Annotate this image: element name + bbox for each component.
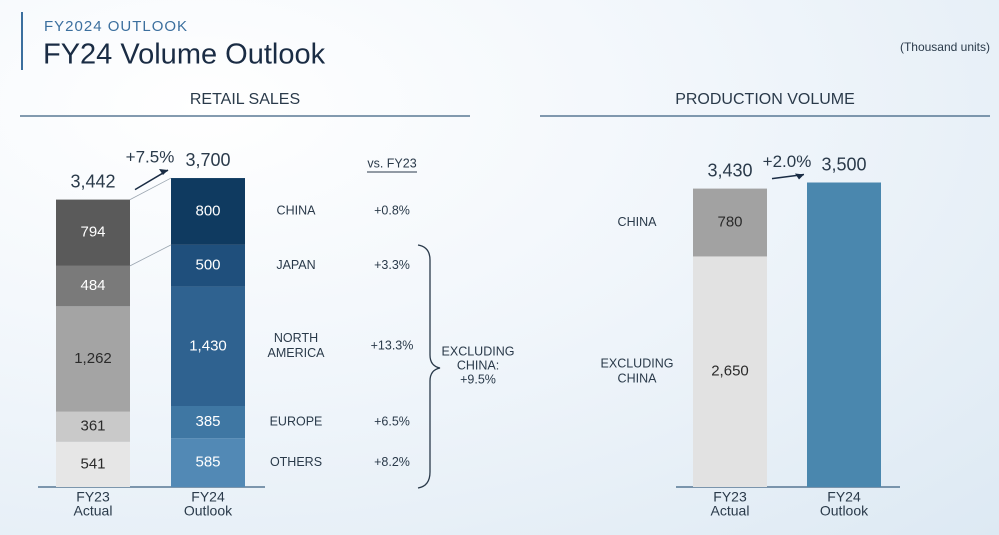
chart-title: PRODUCTION VOLUME	[675, 91, 855, 108]
x-tick-label: Actual	[74, 503, 113, 519]
bar-segment	[56, 265, 130, 307]
value-label: 541	[80, 455, 105, 472]
x-tick-label: Outlook	[184, 503, 233, 519]
value-label: 780	[717, 213, 742, 230]
bar-total	[807, 182, 881, 487]
connector	[129, 177, 172, 200]
unit-note: (Thousand units)	[900, 40, 990, 54]
x-tick-label: FY24	[827, 489, 861, 505]
change-label: +8.2%	[374, 455, 410, 469]
change-label: +13.3%	[371, 339, 414, 353]
growth-label: +2.0%	[763, 152, 812, 171]
total-label: 3,430	[707, 160, 752, 180]
bar-segment	[56, 306, 130, 412]
value-label: 585	[195, 454, 220, 471]
bracket-label: CHINA:	[457, 358, 499, 372]
kicker: FY2024 OUTLOOK	[44, 18, 188, 35]
series-name: JAPAN	[276, 258, 315, 272]
series-name: EXCLUDING	[601, 357, 674, 371]
value-label: 385	[195, 413, 220, 430]
value-label: 794	[80, 224, 105, 241]
x-tick-label: Outlook	[820, 503, 869, 519]
bar-segment	[693, 188, 767, 257]
bar-segment	[56, 441, 130, 487]
value-label: 1,262	[74, 350, 112, 367]
series-name: CHINA	[618, 372, 658, 386]
total-label: 3,442	[70, 171, 115, 191]
total-label: 3,700	[185, 150, 230, 170]
x-tick-label: FY24	[191, 489, 225, 505]
bar-segment	[56, 411, 130, 442]
series-name: EUROPE	[270, 414, 323, 428]
value-label: 500	[195, 257, 220, 274]
growth-label: +7.5%	[126, 148, 175, 167]
change-label: +3.3%	[374, 258, 410, 272]
change-label: +0.8%	[374, 204, 410, 218]
change-header: vs. FY23	[367, 156, 416, 170]
bar-segment	[171, 438, 245, 487]
bar-segment	[171, 178, 245, 245]
value-label: 484	[80, 277, 105, 294]
page-title: FY24 Volume Outlook	[43, 39, 326, 71]
total-label: 3,500	[821, 154, 866, 174]
bracket-label: +9.5%	[460, 372, 496, 386]
x-tick-label: FY23	[713, 489, 747, 505]
value-label: 1,430	[189, 337, 227, 354]
series-name: CHINA	[277, 204, 317, 218]
change-label: +6.5%	[374, 414, 410, 428]
bar-segment	[171, 406, 245, 439]
series-name: OTHERS	[270, 455, 322, 469]
growth-arrowhead	[159, 169, 168, 176]
chart-title: RETAIL SALES	[190, 91, 300, 108]
value-label: 800	[195, 202, 220, 219]
x-tick-label: Actual	[711, 503, 750, 519]
value-label: 361	[80, 418, 105, 435]
growth-arrowhead	[795, 173, 804, 180]
bar-segment	[171, 244, 245, 287]
bracket-label: EXCLUDING	[442, 344, 515, 358]
bar-segment	[171, 286, 245, 407]
series-name: CHINA	[618, 215, 658, 229]
value-label: 2,650	[711, 363, 749, 380]
connector	[129, 244, 172, 267]
x-tick-label: FY23	[76, 489, 110, 505]
bracket	[417, 244, 441, 489]
series-name: AMERICA	[268, 346, 326, 360]
series-name: NORTH	[274, 331, 318, 345]
bar-segment	[56, 199, 130, 266]
bar-segment	[693, 256, 767, 487]
